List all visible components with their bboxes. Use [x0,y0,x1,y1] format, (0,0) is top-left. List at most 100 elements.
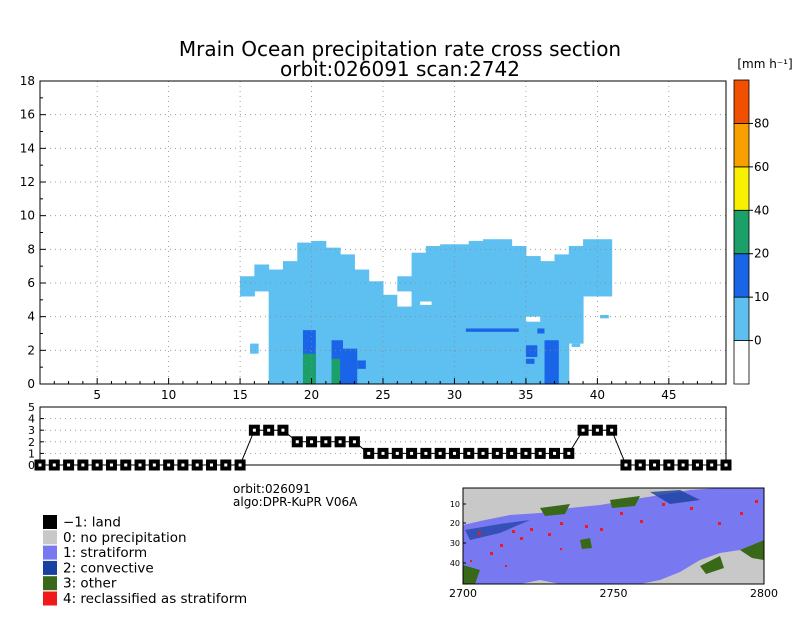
colorbar-level [733,296,750,341]
light-rain-column [497,239,513,384]
moderate-rain-cell [357,360,366,369]
light-rain-column [568,245,584,344]
flag-marker-center [310,440,314,444]
map-x-tick-label: 2750 [600,587,628,600]
y-tick-label: 14 [20,141,35,155]
legend-swatch [43,576,57,591]
flag-marker-center [395,451,399,455]
moderate-rain-cell [525,345,538,358]
main-y-tick-labels: 0 2 4 6 8 10 12 14 16 18 [20,74,35,391]
light-rain-column [483,239,498,384]
colorbar-level [733,123,750,168]
flag-marker-center [381,451,385,455]
colorbar-tick-labels: 0 10 20 40 60 80 [749,116,769,348]
flag-y-tick-label: 2 [28,436,35,449]
legend-swatch [43,545,57,560]
swath-map-tick-labels: 2700 2750 2800 10 20 30 40 [449,500,778,600]
main-ticks [39,80,727,385]
flag-plot-frame [39,406,727,466]
flag-marker-center [281,428,285,432]
flag-marker-center [67,463,71,467]
flag-marker-center [267,428,271,432]
legend-swatch [43,515,57,529]
legend-label: 3: other [63,576,117,592]
cross-section-panel: 0 2 4 6 8 10 12 14 16 18 5 10 15 20 25 30 35 40 45 [20,74,727,402]
map-y-tick-label: 30 [450,539,460,548]
heavy-rain-cell [331,358,341,384]
flag-marker-center [224,463,228,467]
map-y-tick-label: 20 [450,519,460,528]
flag-marker-center [167,463,171,467]
y-tick-label: 16 [20,108,35,122]
legend-label: −1: land [63,515,121,531]
light-rain-column [468,240,484,384]
colorbar-tick-label: 20 [754,247,769,261]
x-tick-label: 5 [93,388,101,402]
flag-marker-center [238,463,242,467]
y-tick-label: 8 [27,242,35,256]
algo-info: algo:DPR-KuPR V06A [233,495,358,509]
map-y-tick-label: 40 [450,559,460,568]
swath-map-image [463,488,764,584]
flag-marker-center [452,451,456,455]
flag-marker-center [38,463,42,467]
flag-marker-center [295,440,299,444]
colorbar-tick-label: 60 [754,160,769,174]
flag-marker-center [181,463,185,467]
flag-marker-center [95,463,99,467]
flag-marker-center [595,428,599,432]
light-rain-column [383,294,398,384]
light-rain-cell [571,343,581,347]
flag-marker-center [538,451,542,455]
colorbar-tick-label: 0 [754,334,762,348]
flag-marker-center [681,463,685,467]
flag-marker-center [367,451,371,455]
flag-y-tick-label: 1 [28,447,35,460]
flag-marker-center [410,451,414,455]
light-rain-column [354,269,370,384]
light-rain-column [411,252,427,384]
heavy-rain-cell [302,353,316,384]
colorbar-level [733,209,750,255]
flag-marker-center [109,463,113,467]
flag-marker-center [81,463,85,467]
flag-marker-center [52,463,56,467]
colorbar-tick-label: 10 [754,290,769,304]
light-rain-column [254,264,270,292]
legend-swatch [43,591,57,606]
flag-marker-center [653,463,657,467]
moderate-rain-cell [544,340,559,384]
flag-marker-center [610,428,614,432]
x-tick-label: 35 [518,388,533,402]
light-rain-column [511,245,527,384]
light-rain-column [440,244,455,384]
colorbar: [mm h⁻¹] 0 10 20 40 60 80 [733,57,793,385]
y-tick-label: 10 [20,209,35,223]
precip-cells [240,239,613,384]
flag-marker-center [124,463,128,467]
flag-y-tick-label: 5 [28,401,35,414]
chart-subtitle: orbit:026091 scan:2742 [280,57,520,81]
flag-marker-center [210,463,213,467]
flag-marker-center [495,451,499,455]
light-rain-column [597,239,613,297]
moderate-rain-cell [465,328,519,332]
flag-marker-center [524,451,528,455]
moderate-rain-cell [342,348,358,384]
light-rain-column [425,245,441,384]
light-rain-column [240,276,255,297]
main-x-tick-labels: 5 10 15 20 25 30 35 40 45 [93,388,676,402]
legend-label: 1: stratiform [63,545,147,561]
flag-y-tick-label: 0 [28,459,35,472]
x-tick-label: 15 [232,388,247,402]
map-x-tick-label: 2700 [449,587,477,600]
x-tick-label: 25 [375,388,390,402]
colorbar-level [733,166,750,211]
light-rain-cell [250,343,259,354]
legend-label: 2: convective [63,560,154,576]
flag-marker-center [638,463,642,467]
flag-marker-center [138,463,142,467]
colorbar-level [733,340,750,385]
chart-title: Mrain Ocean precipitation rate cross sec… [179,37,621,61]
